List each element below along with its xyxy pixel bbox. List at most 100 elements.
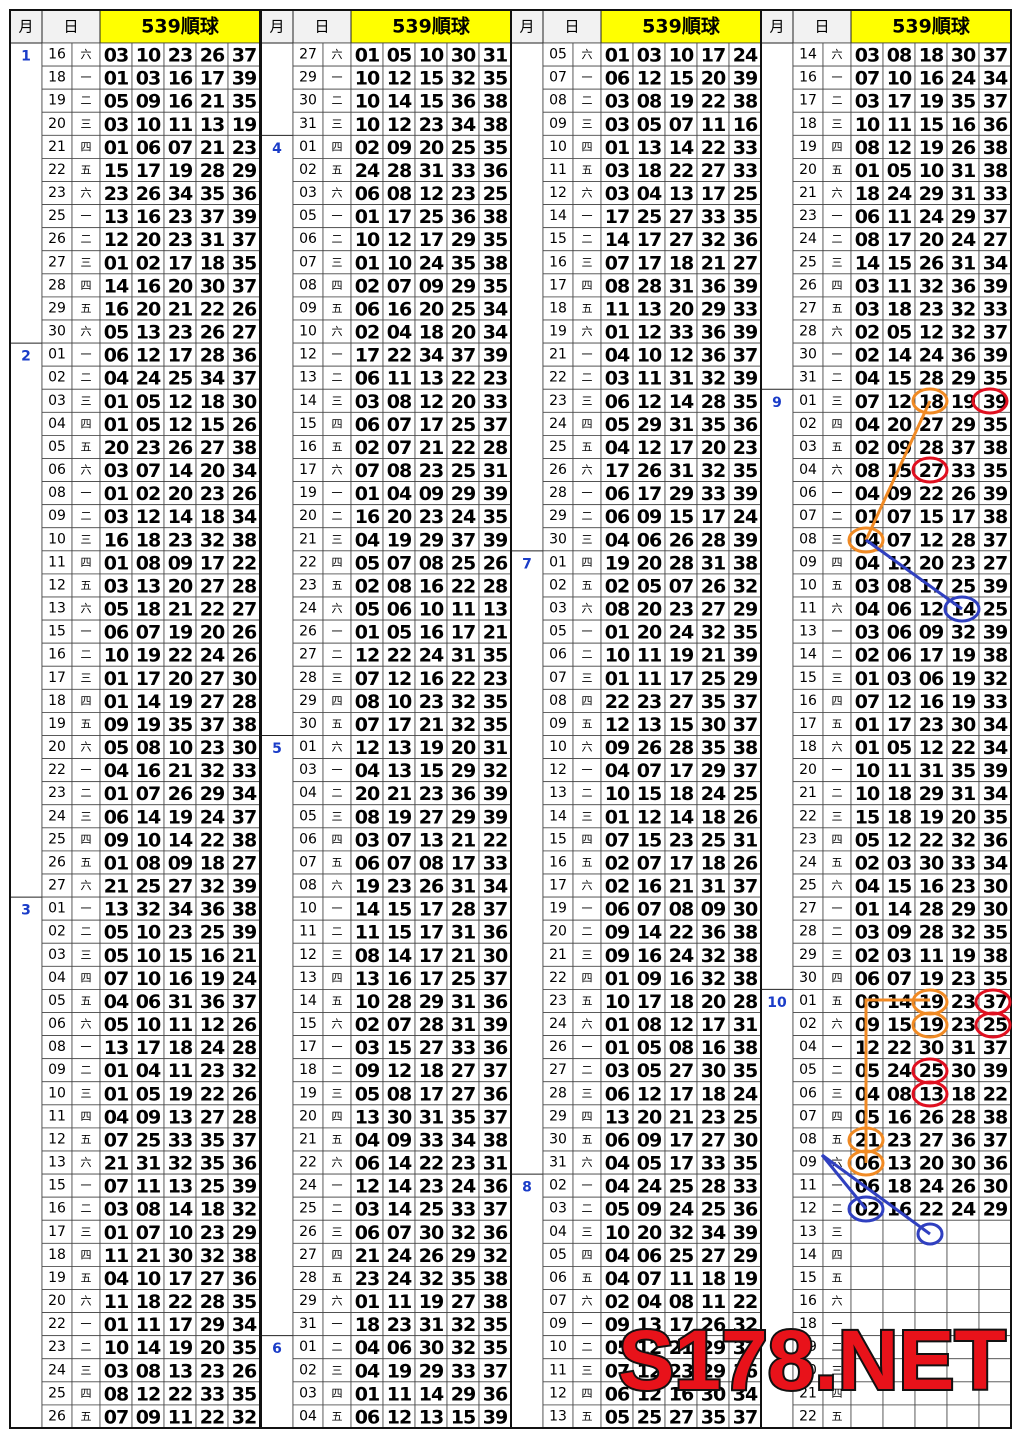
drawn-number: 03 — [855, 45, 879, 67]
drawn-number: 24 — [887, 1060, 912, 1082]
drawn-number: 04 — [637, 183, 662, 205]
weekday-label: 五 — [582, 856, 593, 869]
drawn-number: 34 — [483, 298, 508, 320]
drawn-number: 08 — [605, 599, 630, 621]
drawn-number: 39 — [232, 1176, 256, 1198]
drawn-number: 02 — [355, 322, 379, 344]
drawn-number: 35 — [983, 460, 1007, 482]
drawn-number: 24 — [200, 645, 225, 667]
weekday-label: 五 — [582, 440, 593, 453]
drawn-number: 37 — [983, 322, 1007, 344]
drawn-number: 35 — [483, 1314, 507, 1336]
drawn-number: 20 — [637, 599, 662, 621]
weekday-label: 一 — [332, 210, 343, 223]
drawn-number: 23 — [200, 483, 224, 505]
drawn-number: 26 — [232, 483, 257, 505]
drawn-number: 06 — [355, 852, 380, 874]
drawn-number: 21 — [355, 1245, 379, 1267]
drawn-number: 05 — [605, 1199, 629, 1221]
drawn-number: 19 — [919, 968, 943, 990]
day-label: 16 — [549, 854, 567, 870]
drawn-number: 36 — [451, 783, 476, 805]
drawn-number: 01 — [104, 691, 128, 713]
drawn-number: 12 — [168, 414, 192, 436]
drawn-number: 26 — [419, 876, 444, 898]
day-label: 05 — [299, 808, 317, 824]
drawn-number: 08 — [669, 1291, 694, 1313]
day-label: 17 — [299, 1039, 317, 1055]
drawn-number: 24 — [387, 1245, 412, 1267]
drawn-number: 24 — [701, 783, 726, 805]
day-label: 13 — [48, 1155, 66, 1171]
weekday-label: 二 — [832, 925, 843, 938]
drawn-number: 02 — [136, 483, 160, 505]
drawn-number: 38 — [232, 437, 257, 459]
drawn-number: 06 — [136, 991, 161, 1013]
drawn-number: 13 — [637, 714, 661, 736]
drawn-number: 28 — [919, 437, 944, 459]
drawn-number: 17 — [419, 1083, 443, 1105]
day-label: 29 — [299, 70, 317, 86]
drawn-number: 04 — [104, 368, 129, 390]
drawn-number: 02 — [605, 575, 629, 597]
day-label: 23 — [549, 393, 567, 409]
drawn-number: 38 — [483, 1129, 508, 1151]
drawn-number: 32 — [451, 1337, 475, 1359]
weekday-label: 一 — [81, 1318, 92, 1331]
drawn-number: 28 — [419, 1014, 444, 1036]
drawn-number: 37 — [733, 345, 757, 367]
drawn-number: 05 — [605, 414, 629, 436]
drawn-number: 20 — [168, 483, 193, 505]
drawn-number: 12 — [637, 322, 661, 344]
header-day: 日 — [814, 18, 829, 36]
day-label: 20 — [48, 116, 66, 132]
drawn-number: 36 — [983, 1153, 1008, 1175]
drawn-number: 17 — [701, 183, 725, 205]
drawn-number: 35 — [951, 760, 975, 782]
day-label: 20 — [799, 762, 817, 778]
drawn-number: 31 — [451, 876, 475, 898]
drawn-number: 29 — [951, 899, 975, 921]
drawn-number: 38 — [983, 1106, 1008, 1128]
drawn-number: 30 — [951, 714, 976, 736]
drawn-number: 37 — [451, 345, 475, 367]
drawn-number: 29 — [200, 1314, 224, 1336]
weekday-label: 三 — [81, 671, 92, 684]
weekday-label: 一 — [81, 1041, 92, 1054]
drawn-number: 37 — [983, 1037, 1007, 1059]
drawn-number: 24 — [669, 622, 694, 644]
weekday-label: 四 — [332, 417, 343, 430]
drawn-number: 08 — [136, 737, 161, 759]
drawn-number: 18 — [419, 1060, 444, 1082]
drawn-number: 12 — [637, 806, 661, 828]
weekday-label: 六 — [582, 1156, 593, 1169]
drawn-number: 35 — [951, 91, 975, 113]
drawn-number: 08 — [637, 91, 662, 113]
drawn-number: 17 — [701, 1014, 725, 1036]
drawn-number: 08 — [355, 691, 380, 713]
drawn-number: 34 — [451, 1129, 476, 1151]
drawn-number: 39 — [733, 322, 757, 344]
drawn-number: 18 — [855, 183, 880, 205]
drawn-number: 20 — [919, 229, 944, 251]
drawn-number: 37 — [983, 529, 1007, 551]
drawn-number: 12 — [887, 137, 911, 159]
drawn-number: 20 — [701, 437, 726, 459]
drawn-number: 05 — [637, 575, 661, 597]
drawn-number: 16 — [104, 529, 129, 551]
drawn-number: 26 — [733, 806, 758, 828]
drawn-number: 31 — [451, 922, 475, 944]
day-label: 17 — [549, 277, 567, 293]
day-label: 26 — [48, 854, 66, 870]
drawn-number: 04 — [355, 1337, 380, 1359]
drawn-number: 24 — [919, 206, 944, 228]
day-label: 13 — [549, 785, 567, 801]
drawn-number: 11 — [104, 1291, 128, 1313]
drawn-number: 29 — [232, 160, 256, 182]
weekday-label: 二 — [582, 925, 593, 938]
weekday-label: 一 — [832, 902, 843, 915]
weekday-label: 四 — [582, 833, 593, 846]
drawn-number: 38 — [483, 206, 508, 228]
drawn-number: 13 — [104, 206, 128, 228]
day-label: 11 — [799, 1178, 817, 1194]
